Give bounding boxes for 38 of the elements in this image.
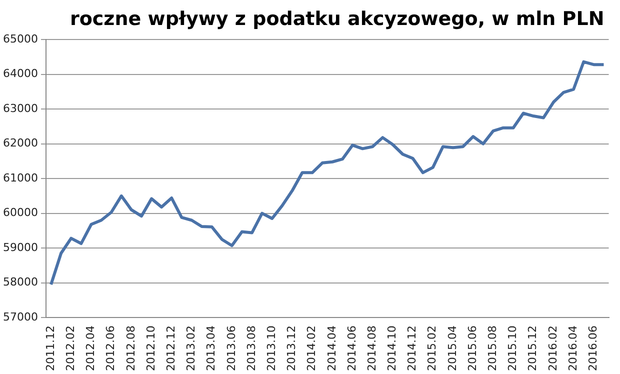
x-tick-label: 2013.04 — [204, 326, 218, 372]
x-tick-label: 2015.02 — [426, 326, 439, 372]
chart-title: roczne wpływy z podatku akcyzowego, w mln PLN — [70, 8, 604, 30]
x-tick-label: 2014.06 — [345, 326, 358, 372]
x-tick-label: 2012.08 — [124, 326, 138, 372]
x-tick-label: 2014.08 — [365, 326, 378, 372]
x-tick-label: 2015.10 — [506, 326, 520, 372]
x-tick-label: 2014.04 — [325, 326, 338, 372]
x-tick-label: 2016.02 — [546, 326, 560, 372]
x-tick-label: 2015.04 — [446, 326, 459, 372]
x-tick-label: 2011.12 — [44, 326, 57, 372]
x-tick-label: 2013.02 — [184, 326, 198, 372]
x-tick-label: 2015.06 — [466, 326, 479, 372]
x-tick-label: 2014.10 — [386, 326, 399, 372]
x-tick-label: 2016.06 — [586, 326, 600, 372]
x-tick-label: 2015.08 — [486, 326, 500, 372]
y-tick-label: 64000 — [2, 67, 38, 80]
x-tick-label: 2012.04 — [84, 326, 98, 372]
x-tick-label: 2013.10 — [264, 326, 278, 372]
x-tick-label: 2014.02 — [305, 326, 318, 372]
x-tick-label: 2012.10 — [144, 326, 158, 372]
x-tick-label: 2013.12 — [285, 326, 298, 372]
x-tick-label: 2015.12 — [526, 326, 540, 372]
y-tick-label: 63000 — [2, 102, 38, 115]
y-tick-label: 65000 — [2, 32, 38, 46]
x-tick-label: 2016.04 — [566, 326, 580, 372]
x-tick-label: 2014.12 — [406, 326, 419, 372]
y-tick-label: 61000 — [2, 171, 38, 184]
y-tick-label: 57000 — [2, 310, 38, 324]
y-tick-label: 62000 — [2, 136, 38, 150]
x-tick-label: 2013.06 — [224, 326, 238, 372]
y-tick-label: 59000 — [2, 240, 38, 254]
x-tick-label: 2012.02 — [64, 326, 77, 372]
y-tick-label: 58000 — [2, 276, 38, 289]
x-tick-label: 2012.06 — [104, 326, 118, 372]
x-tick-label: 2013.08 — [244, 326, 258, 372]
y-tick-label: 60000 — [2, 206, 38, 220]
x-tick-label: 2012.12 — [164, 326, 178, 372]
